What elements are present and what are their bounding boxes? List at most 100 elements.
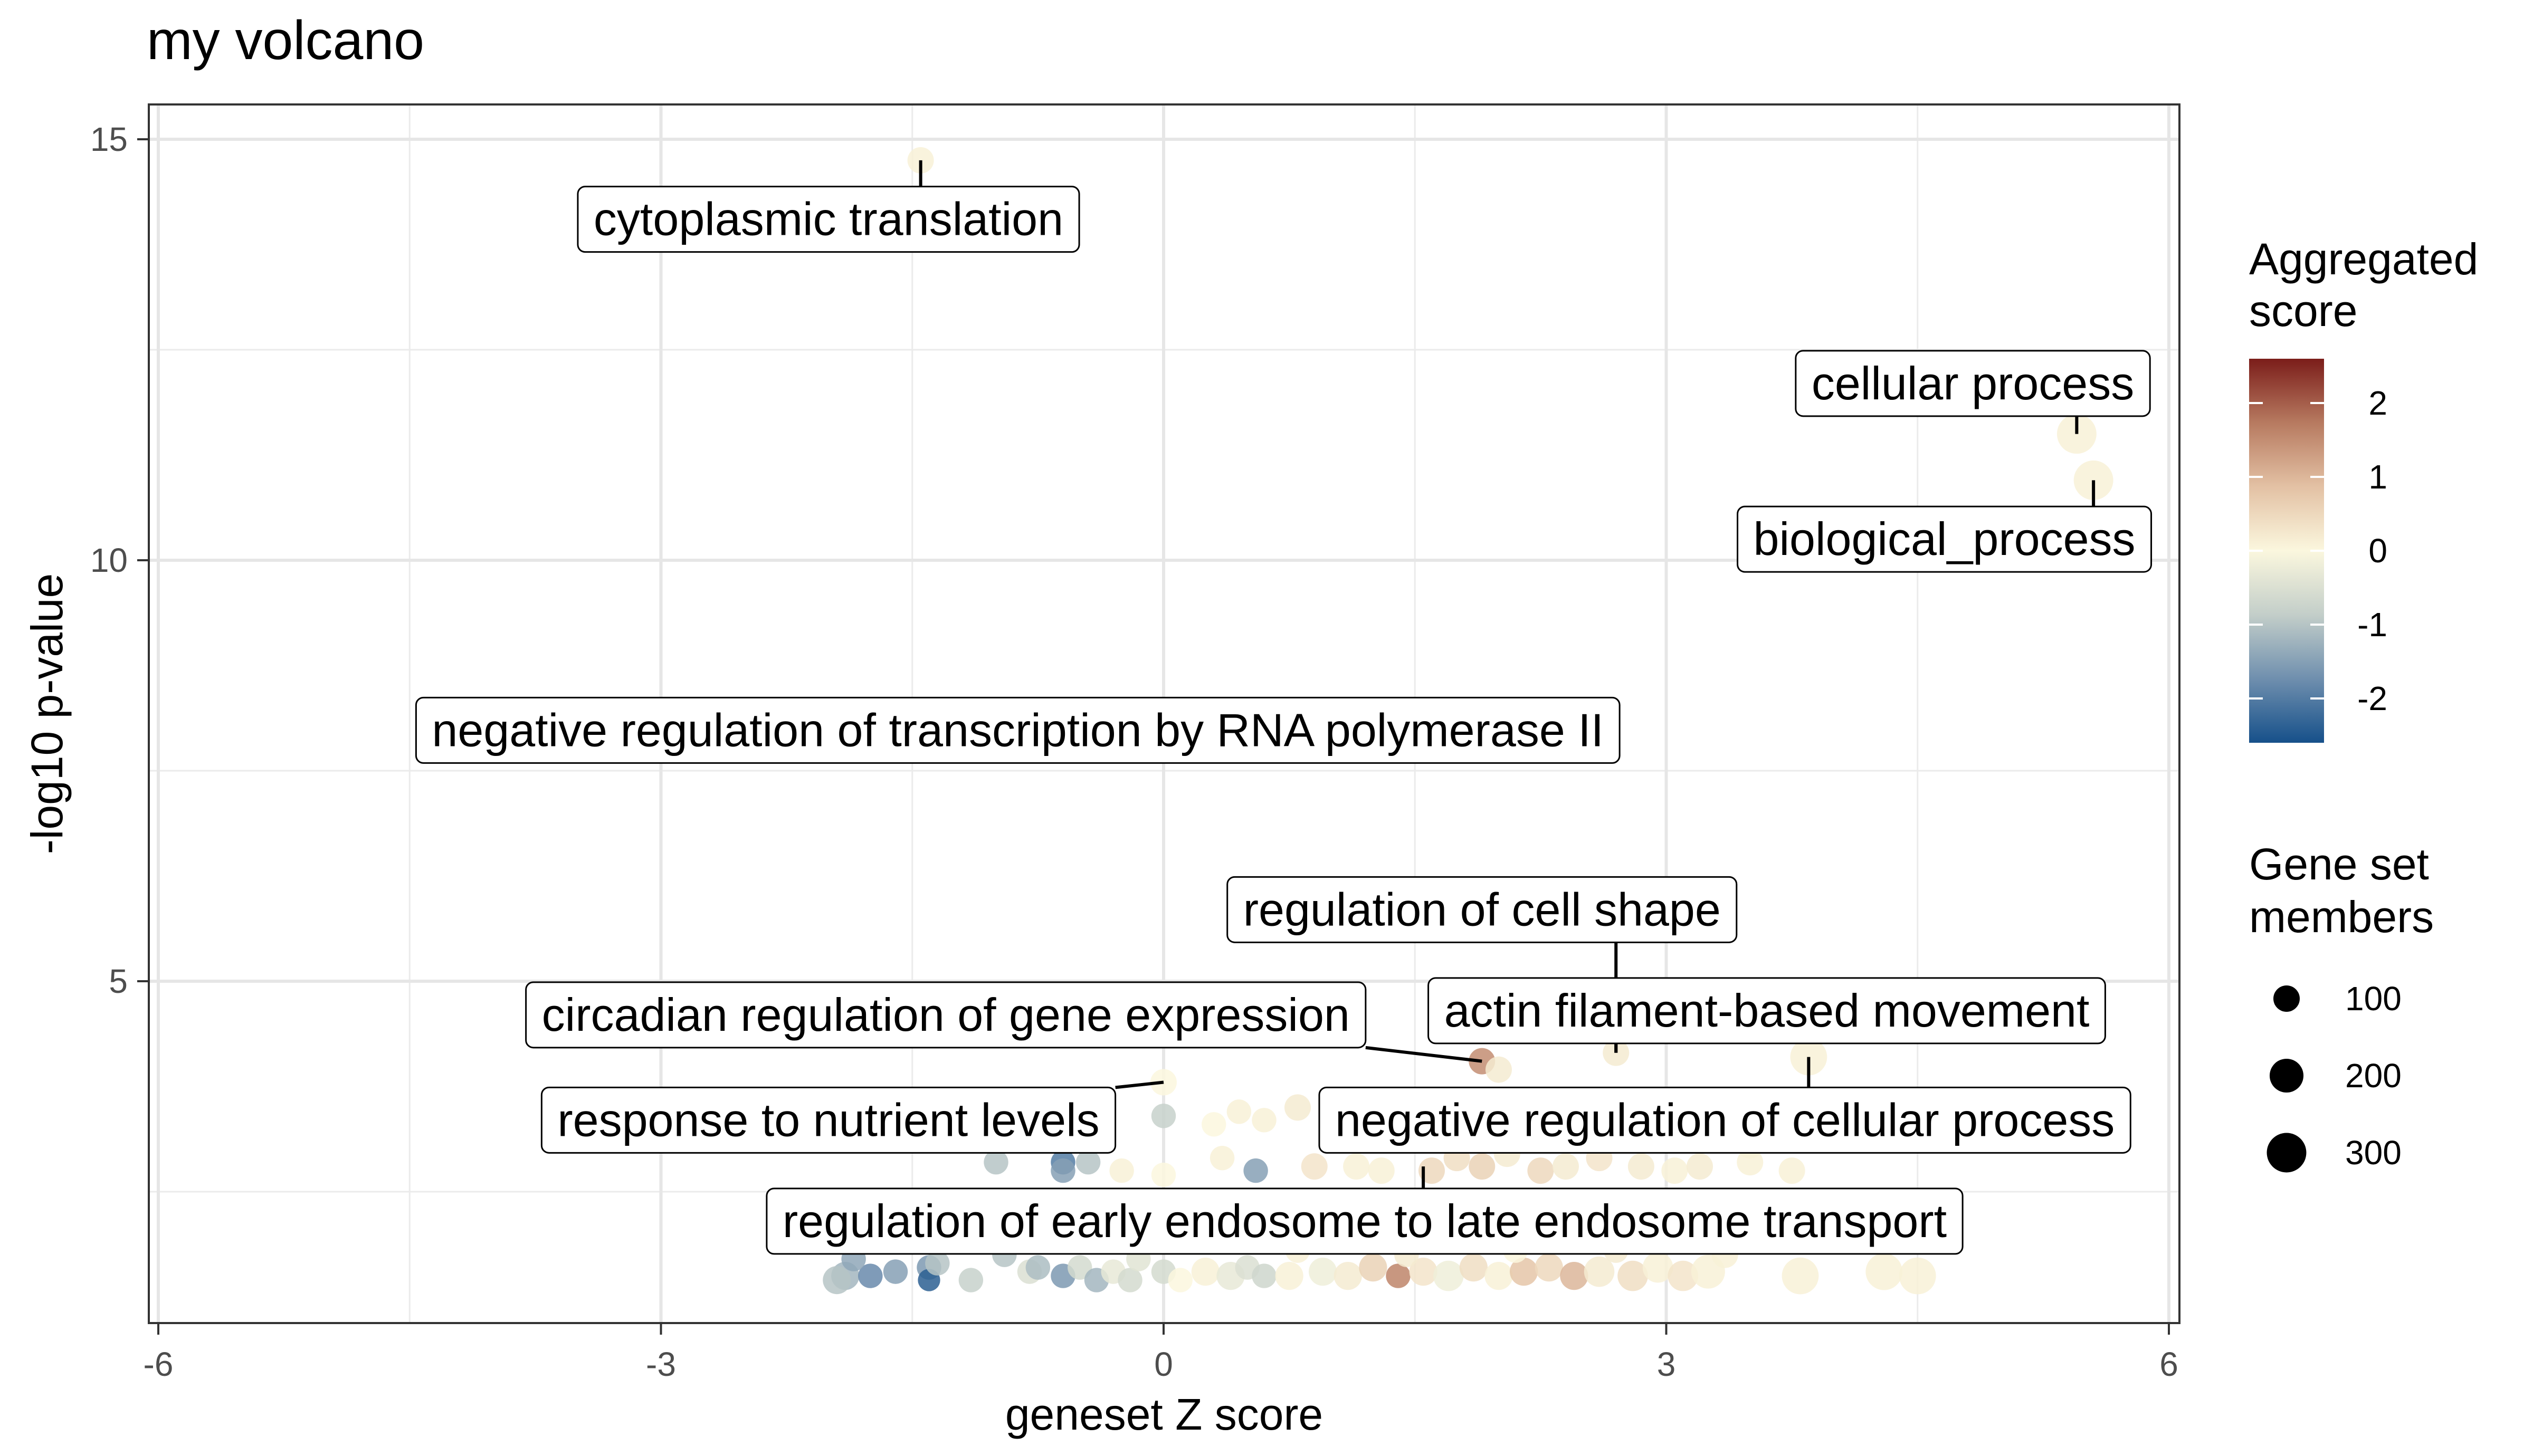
chart-title: my volcano <box>147 10 424 71</box>
data-point <box>1617 1260 1648 1291</box>
point-label: regulation of early endosome to late end… <box>783 1195 1947 1247</box>
data-point <box>1075 1150 1101 1175</box>
color-legend-title-line-1: Aggregated <box>2249 234 2478 284</box>
data-point <box>1118 1268 1142 1292</box>
color-bar-ticks: 2 1 0 -1 -2 <box>2249 384 2387 717</box>
x-tick-label: -3 <box>646 1345 676 1383</box>
data-point <box>858 1263 883 1288</box>
data-point <box>1368 1157 1395 1184</box>
data-point <box>1484 1261 1513 1290</box>
data-point <box>1627 1153 1654 1180</box>
point-labels: cytoplasmic translation cellular process b… <box>415 160 2153 1255</box>
color-tick-label: 0 <box>2368 532 2387 570</box>
label-box <box>540 1086 1117 1154</box>
point-label: actin filament-based movement <box>1444 984 2090 1037</box>
size-legend-title-line-2: members <box>2249 892 2434 942</box>
size-legend: Gene set members 100 200 300 <box>2249 839 2434 1173</box>
data-point <box>1301 1153 1328 1180</box>
data-point <box>1790 1038 1827 1076</box>
data-point <box>1899 1257 1936 1295</box>
data-point <box>1343 1153 1370 1180</box>
data-point <box>958 1268 984 1292</box>
size-legend-label: 100 <box>2345 980 2402 1018</box>
color-tick-label: 1 <box>2368 458 2387 496</box>
data-point <box>883 1259 908 1284</box>
data-point <box>1661 1157 1688 1184</box>
data-point <box>1191 1257 1220 1286</box>
data-point <box>1275 1261 1303 1290</box>
label-box <box>525 981 1367 1049</box>
label-box <box>1318 1086 2131 1154</box>
data-point <box>1210 1145 1235 1171</box>
point-label: circadian regulation of gene expression <box>542 989 1350 1041</box>
label-box <box>415 696 1621 764</box>
label-leader-line <box>1115 1080 1164 1089</box>
label-box <box>577 186 1080 253</box>
data-point <box>1527 1157 1554 1184</box>
color-tick-label: -1 <box>2357 606 2387 644</box>
x-tick-label: 6 <box>2159 1345 2178 1383</box>
data-point <box>1433 1260 1464 1291</box>
data-point <box>1687 1153 1713 1180</box>
data-point <box>1668 1260 1699 1291</box>
data-point <box>1865 1253 1903 1290</box>
data-point <box>1386 1263 1411 1288</box>
data-point <box>1334 1261 1362 1290</box>
data-point <box>1151 1162 1176 1187</box>
data-point <box>1409 1257 1437 1286</box>
data-points <box>823 147 2113 1295</box>
data-point <box>1226 1099 1252 1124</box>
data-point <box>1309 1257 1337 1286</box>
y-tick-label: 5 <box>109 962 128 1000</box>
data-point <box>1418 1157 1445 1184</box>
size-legend-label: 300 <box>2345 1134 2402 1172</box>
size-legend-label: 200 <box>2345 1057 2402 1095</box>
point-label: regulation of cell shape <box>1243 883 1721 935</box>
data-point <box>1252 1263 1277 1288</box>
data-point <box>1109 1158 1134 1183</box>
y-tick-label: 15 <box>90 120 128 158</box>
data-point <box>1151 1104 1176 1128</box>
label-box <box>766 1187 1964 1255</box>
x-tick-label: -6 <box>144 1345 174 1383</box>
label-box <box>1427 977 2106 1045</box>
data-point <box>1510 1257 1538 1286</box>
data-point <box>1168 1268 1193 1292</box>
size-legend-dot <box>2273 985 2300 1012</box>
point-label: negative regulation of cellular process <box>1335 1094 2115 1146</box>
data-point <box>1778 1157 1805 1184</box>
data-point <box>925 1251 950 1276</box>
size-legend-title-line-1: Gene set <box>2249 839 2429 889</box>
label-box <box>1795 350 2151 417</box>
y-axis: 5 10 15 <box>90 120 149 1000</box>
data-point <box>1469 1153 1496 1180</box>
x-axis: -6 -3 0 3 6 <box>144 1323 2178 1383</box>
x-tick-label: 0 <box>1154 1345 1173 1383</box>
point-label: biological_process <box>1754 513 2136 565</box>
data-point <box>1025 1255 1051 1280</box>
data-point <box>1068 1255 1092 1280</box>
y-tick-label: 10 <box>90 541 128 579</box>
data-point <box>1560 1261 1588 1290</box>
size-legend-dot <box>2267 1133 2307 1173</box>
y-axis-label: -log10 p-value <box>22 573 72 854</box>
label-box <box>1737 505 2153 573</box>
data-point <box>1584 1256 1615 1287</box>
data-point <box>1252 1108 1277 1133</box>
color-tick-label: -2 <box>2357 679 2387 717</box>
data-point <box>1485 1056 1512 1083</box>
data-point <box>1284 1094 1311 1121</box>
x-axis-label: geneset Z score <box>1005 1390 1323 1439</box>
point-label: cellular process <box>1812 357 2134 409</box>
color-tick-label: 2 <box>2368 384 2387 422</box>
size-legend-entries: 100 200 300 <box>2267 980 2402 1173</box>
data-point <box>1359 1253 1387 1282</box>
point-label: cytoplasmic translation <box>594 193 1063 245</box>
size-legend-dot <box>2269 1058 2304 1093</box>
data-point <box>1535 1253 1563 1282</box>
color-legend: Aggregated score 2 1 0 -1 -2 <box>2249 234 2478 743</box>
point-label: response to nutrient levels <box>557 1094 1099 1146</box>
label-box <box>1226 876 1738 943</box>
data-point <box>1782 1257 1819 1295</box>
